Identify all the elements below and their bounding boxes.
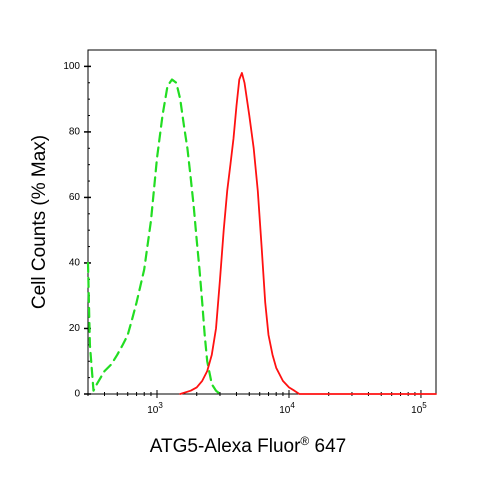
series-sample-solid-line bbox=[179, 72, 437, 395]
y-axis-ticks: 0 20 40 60 80 100 bbox=[63, 61, 91, 400]
plot-frame bbox=[87, 49, 437, 395]
y-axis-title: Cell Counts (% Max) bbox=[29, 135, 50, 309]
x-axis-title-suffix: 647 bbox=[309, 436, 346, 457]
y-tick-label: 20 bbox=[69, 323, 81, 334]
x-axis-ticks: 103 104 105 bbox=[87, 390, 427, 416]
x-axis-title-main: ATG5-Alexa Fluor bbox=[150, 436, 301, 457]
x-tick-label: 105 bbox=[411, 401, 427, 416]
x-axis-title-registered: ® bbox=[300, 434, 309, 448]
y-tick-label: 0 bbox=[74, 389, 80, 400]
y-tick-label: 100 bbox=[63, 61, 80, 72]
y-tick-label: 80 bbox=[69, 127, 81, 138]
y-tick-label: 40 bbox=[69, 258, 81, 269]
series-control-dashed-line bbox=[86, 78, 225, 396]
x-tick-label: 104 bbox=[279, 401, 295, 416]
x-axis-title: ATG5-Alexa Fluor® 647 bbox=[150, 434, 346, 457]
series-layer bbox=[86, 72, 437, 396]
x-tick-label: 103 bbox=[147, 401, 163, 416]
y-tick-label: 60 bbox=[69, 192, 81, 203]
